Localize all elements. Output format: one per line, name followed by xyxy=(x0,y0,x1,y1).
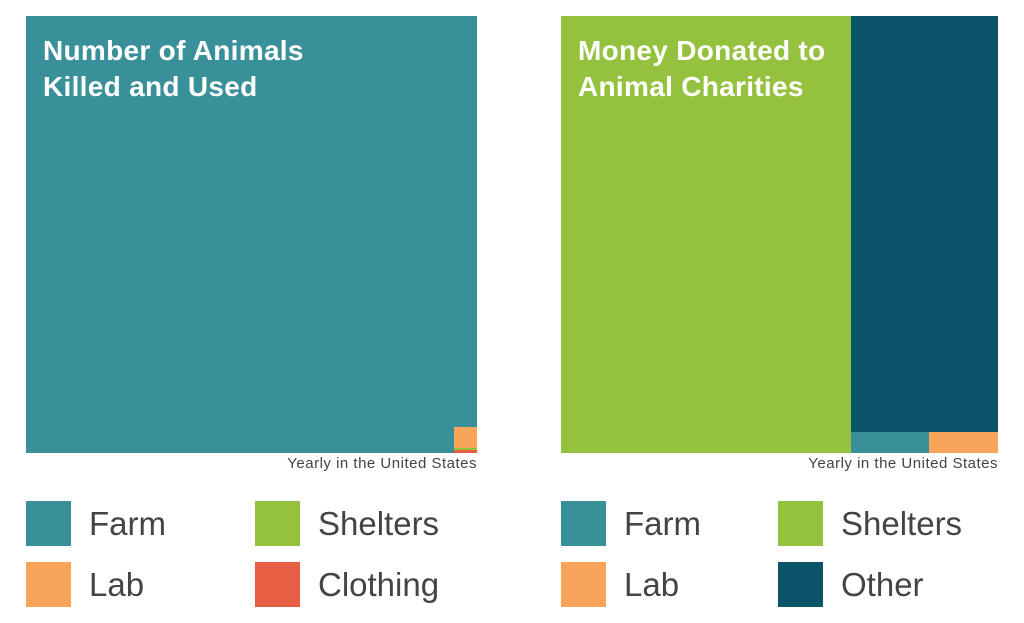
title-line-1: Money Donated to xyxy=(578,35,826,66)
rect-shelters xyxy=(454,448,477,450)
legend-label-farm: Farm xyxy=(624,505,701,542)
legend-swatch-clothing xyxy=(255,562,300,607)
legend-swatch-shelters xyxy=(778,501,823,546)
right-note: Yearly in the United States xyxy=(808,455,998,472)
legend-label-lab: Lab xyxy=(624,566,680,603)
rect-farm xyxy=(26,16,477,453)
rect-lab xyxy=(929,432,998,453)
legend-label-clothing: Clothing xyxy=(318,566,440,603)
rect-clothing xyxy=(454,450,477,453)
title-line-2: Animal Charities xyxy=(578,71,804,102)
left-treemap: Number of Animals Killed and Used xyxy=(26,16,477,453)
rect-shelters xyxy=(561,16,851,453)
left-note: Yearly in the United States xyxy=(287,455,477,472)
legend-swatch-farm xyxy=(561,501,606,546)
legend-label-shelters: Shelters xyxy=(841,505,963,542)
legend-label-shelters: Shelters xyxy=(318,505,440,542)
title-line-2: Killed and Used xyxy=(43,71,258,102)
legend-label-lab: Lab xyxy=(89,566,145,603)
left-title: Number of Animals Killed and Used xyxy=(43,33,304,105)
legend-label-other: Other xyxy=(841,566,924,603)
title-line-1: Number of Animals xyxy=(43,35,304,66)
legend-swatch-farm xyxy=(26,501,71,546)
legend-swatch-other xyxy=(778,562,823,607)
rect-lab xyxy=(454,427,477,448)
legend-swatch-lab xyxy=(561,562,606,607)
legend-label-farm: Farm xyxy=(89,505,166,542)
right-title: Money Donated to Animal Charities xyxy=(578,33,825,105)
right-treemap: Money Donated to Animal Charities xyxy=(561,16,998,453)
legend-swatch-shelters xyxy=(255,501,300,546)
rect-farm xyxy=(851,432,929,453)
legend-swatch-lab xyxy=(26,562,71,607)
rect-other xyxy=(851,16,998,432)
